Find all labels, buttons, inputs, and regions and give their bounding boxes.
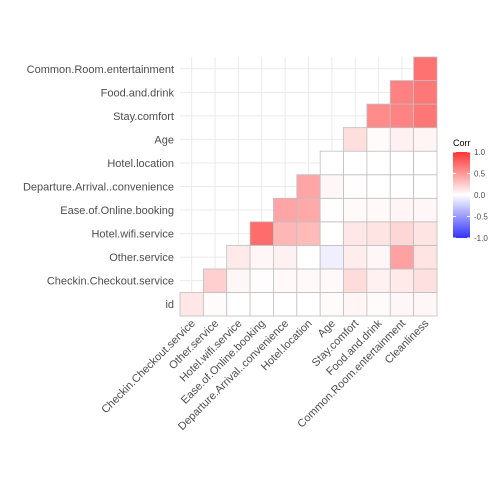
heatmap-cell-hotel-location-x-food-and-drink <box>366 150 391 176</box>
heatmap-cell-hotel-wifi-service-x-ease-of-online-booking <box>249 221 274 246</box>
y-tick-label: Hotel.wifi.service <box>91 229 174 241</box>
heatmap-cell-other-service-x-common-room-entertainment <box>389 244 415 270</box>
heatmap-cell-checkin-checkout-service-x-cleanliness <box>413 268 438 293</box>
heatmap-cell-id-x-age <box>319 292 344 317</box>
y-tick-label: Ease.of.Online.booking <box>60 205 174 217</box>
y-tick-label: Common.Room.entertainment <box>27 64 174 76</box>
legend-title: Corr <box>453 138 471 148</box>
y-tick-label: Checkin.Checkout.service <box>47 276 174 288</box>
y-tick-label: Other.service <box>109 252 174 264</box>
heatmap-cell-hotel-location-x-cleanliness <box>413 150 438 176</box>
heatmap-cell-checkin-checkout-service-x-ease-of-online-booking <box>249 268 274 293</box>
heatmap-cell-ease-of-online-booking-x-age <box>319 197 344 223</box>
heatmap-cell-age-x-food-and-drink <box>366 127 391 152</box>
heatmap-cell-stay-comfort-x-cleanliness <box>413 103 438 129</box>
legend-tick-label: -0.5 <box>474 213 488 222</box>
heatmap-cell-common-room-entertainment-x-cleanliness <box>413 56 438 81</box>
heatmap-cell-other-service-x-departure-arrival--convenience <box>273 244 298 270</box>
heatmap-cell-other-service-x-cleanliness <box>413 244 438 270</box>
heatmap-cell-stay-comfort-x-common-room-entertainment <box>389 103 415 129</box>
heatmap-cell-checkin-checkout-service-x-common-room-entertainment <box>389 268 415 293</box>
heatmap-cell-id-x-common-room-entertainment <box>389 292 415 317</box>
heatmap-cell-id-x-cleanliness <box>413 292 438 317</box>
heatmap-cell-checkin-checkout-service-x-hotel-location <box>296 268 321 293</box>
y-tick-label: Food.and.drink <box>101 87 175 99</box>
y-tick-label: Stay.comfort <box>113 111 174 123</box>
legend-tick-label: 0.5 <box>474 170 486 179</box>
heatmap-cell-age-x-stay-comfort <box>343 127 368 152</box>
legend-ticks: 1.0 0.5 0.0 -0.5 -1.0 <box>453 148 488 243</box>
heatmap-cell-hotel-location-x-common-room-entertainment <box>389 150 415 176</box>
heatmap-cell-hotel-wifi-service-x-departure-arrival--convenience <box>273 221 298 246</box>
heatmap-cell-checkin-checkout-service-x-other-service <box>202 268 228 293</box>
heatmap-cell-ease-of-online-booking-x-stay-comfort <box>343 197 368 223</box>
heatmap-cell-hotel-wifi-service-x-hotel-location <box>296 221 321 246</box>
heatmap-cell-age-x-common-room-entertainment <box>389 127 415 152</box>
heatmap-cell-ease-of-online-booking-x-common-room-entertainment <box>389 197 415 223</box>
heatmap-cell-ease-of-online-booking-x-cleanliness <box>413 197 438 223</box>
heatmap-cell-departure-arrival--convenience-x-food-and-drink <box>366 174 391 199</box>
heatmap-cell-departure-arrival--convenience-x-cleanliness <box>413 174 438 199</box>
y-axis-labels: id Checkin.Checkout.service Other.service H… <box>23 64 175 311</box>
heatmap-cell-hotel-wifi-service-x-age <box>319 221 344 246</box>
heatmap-cell-ease-of-online-booking-x-departure-arrival--convenience <box>273 197 298 223</box>
heatmap-cell-other-service-x-age <box>319 244 344 270</box>
heatmap-cell-ease-of-online-booking-x-food-and-drink <box>366 197 391 223</box>
y-tick-label: Departure.Arrival..convenience <box>23 182 174 194</box>
heatmap-cell-departure-arrival--convenience-x-common-room-entertainment <box>389 174 415 199</box>
heatmap-cell-id-x-food-and-drink <box>366 292 391 317</box>
legend-colorbar <box>453 152 470 238</box>
heatmap-cell-ease-of-online-booking-x-hotel-location <box>296 197 321 223</box>
heatmap-cell-checkin-checkout-service-x-stay-comfort <box>343 268 368 293</box>
heatmap-cell-id-x-hotel-wifi-service <box>226 292 251 317</box>
y-tick-label: Age <box>154 134 174 146</box>
heatmap-cell-checkin-checkout-service-x-hotel-wifi-service <box>226 268 251 293</box>
heatmap-cell-checkin-checkout-service-x-age <box>319 268 344 293</box>
heatmap-cell-id-x-other-service <box>202 292 228 317</box>
heatmap-cell-other-service-x-ease-of-online-booking <box>249 244 274 270</box>
heatmap-cell-checkin-checkout-service-x-departure-arrival--convenience <box>273 268 298 293</box>
heatmap-cell-hotel-wifi-service-x-food-and-drink <box>366 221 391 246</box>
heatmap-cell-other-service-x-food-and-drink <box>366 244 391 270</box>
heatmap-cell-id-x-departure-arrival--convenience <box>273 292 298 317</box>
heatmap-cell-food-and-drink-x-cleanliness <box>413 80 438 105</box>
heatmap-cells <box>179 56 438 317</box>
heatmap-cell-hotel-location-x-age <box>319 150 344 176</box>
heatmap-cell-other-service-x-stay-comfort <box>343 244 368 270</box>
legend-tick-label: -1.0 <box>474 234 488 243</box>
legend-tick-label: 0.0 <box>474 191 486 200</box>
heatmap-cell-departure-arrival--convenience-x-age <box>319 174 344 199</box>
heatmap-cell-other-service-x-hotel-location <box>296 244 321 270</box>
legend-tick-label: 1.0 <box>474 148 486 157</box>
heatmap-cell-food-and-drink-x-common-room-entertainment <box>389 80 415 105</box>
y-tick-label: id <box>165 299 174 311</box>
y-tick-label: Hotel.location <box>107 158 174 170</box>
heatmap-cell-hotel-wifi-service-x-cleanliness <box>413 221 438 246</box>
heatmap-cell-hotel-wifi-service-x-stay-comfort <box>343 221 368 246</box>
heatmap-cell-departure-arrival--convenience-x-hotel-location <box>296 174 321 199</box>
heatmap-cell-hotel-wifi-service-x-common-room-entertainment <box>389 221 415 246</box>
heatmap-cell-checkin-checkout-service-x-food-and-drink <box>366 268 391 293</box>
heatmap-cell-id-x-ease-of-online-booking <box>249 292 274 317</box>
heatmap-cell-age-x-cleanliness <box>413 127 438 152</box>
heatmap-cell-id-x-hotel-location <box>296 292 321 317</box>
heatmap-cell-departure-arrival--convenience-x-stay-comfort <box>343 174 368 199</box>
heatmap-cell-hotel-location-x-stay-comfort <box>343 150 368 176</box>
legend: Corr 1.0 0.5 0.0 -0.5 -1.0 <box>453 138 488 243</box>
heatmap-cell-stay-comfort-x-food-and-drink <box>366 103 391 129</box>
heatmap-cell-id-x-stay-comfort <box>343 292 368 317</box>
x-axis-labels: Checkin.Checkout.serviceOther.serviceHot… <box>99 317 431 433</box>
heatmap-cell-other-service-x-hotel-wifi-service <box>226 244 251 270</box>
heatmap-cell-id-x-checkin-checkout-service <box>179 292 204 317</box>
